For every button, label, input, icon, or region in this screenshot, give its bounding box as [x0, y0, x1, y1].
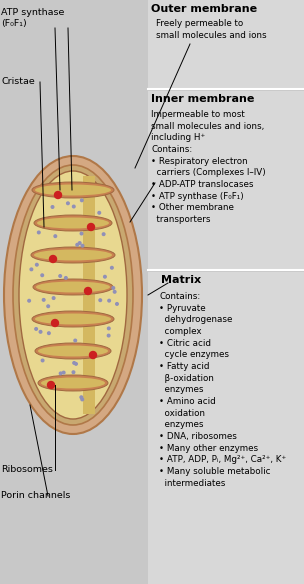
Ellipse shape: [32, 182, 114, 198]
Circle shape: [64, 277, 67, 279]
Circle shape: [47, 305, 50, 308]
Circle shape: [107, 334, 110, 337]
Ellipse shape: [41, 377, 105, 388]
Circle shape: [98, 211, 101, 214]
Circle shape: [72, 205, 75, 208]
Circle shape: [75, 363, 77, 365]
Circle shape: [52, 297, 55, 300]
Circle shape: [62, 371, 65, 374]
Ellipse shape: [34, 249, 112, 260]
Ellipse shape: [35, 343, 111, 359]
Circle shape: [116, 303, 118, 305]
Text: Cristae: Cristae: [1, 78, 35, 86]
Circle shape: [85, 287, 92, 294]
Ellipse shape: [33, 279, 113, 295]
Circle shape: [99, 299, 102, 301]
Circle shape: [41, 274, 43, 277]
Circle shape: [39, 331, 42, 333]
Circle shape: [81, 199, 83, 201]
Circle shape: [81, 398, 84, 401]
Circle shape: [76, 244, 78, 246]
Circle shape: [112, 287, 115, 289]
Circle shape: [74, 339, 77, 342]
Circle shape: [104, 276, 106, 278]
Circle shape: [35, 328, 37, 330]
Circle shape: [37, 231, 40, 234]
Circle shape: [108, 300, 110, 302]
Text: Impermeable to most
small molecules and ions,
including H⁺
Contains:
• Respirato: Impermeable to most small molecules and …: [151, 110, 266, 224]
Circle shape: [47, 381, 54, 388]
Circle shape: [41, 359, 44, 361]
Ellipse shape: [4, 156, 142, 434]
Circle shape: [88, 224, 95, 231]
Ellipse shape: [19, 171, 127, 419]
Circle shape: [59, 372, 62, 375]
Circle shape: [54, 192, 61, 199]
Text: Matrix: Matrix: [161, 275, 201, 285]
FancyBboxPatch shape: [83, 176, 95, 414]
Ellipse shape: [13, 165, 133, 425]
Circle shape: [51, 319, 58, 326]
Circle shape: [111, 266, 113, 269]
Circle shape: [78, 242, 81, 244]
Circle shape: [59, 274, 61, 277]
Text: Ribosomes: Ribosomes: [1, 465, 53, 474]
Circle shape: [102, 233, 105, 235]
Circle shape: [51, 206, 54, 208]
Circle shape: [42, 298, 45, 301]
Circle shape: [48, 332, 50, 335]
Circle shape: [30, 268, 33, 270]
Circle shape: [80, 232, 83, 235]
Circle shape: [28, 300, 30, 302]
Ellipse shape: [35, 185, 111, 196]
Circle shape: [89, 352, 96, 359]
Circle shape: [81, 245, 84, 247]
Text: Outer membrane: Outer membrane: [151, 4, 257, 14]
Circle shape: [36, 263, 38, 266]
Text: Freely permeable to
small molecules and ions: Freely permeable to small molecules and …: [156, 19, 267, 40]
Circle shape: [80, 396, 83, 398]
Ellipse shape: [38, 375, 108, 391]
Ellipse shape: [31, 247, 115, 263]
Ellipse shape: [37, 217, 109, 228]
Circle shape: [72, 371, 75, 374]
FancyBboxPatch shape: [148, 272, 304, 584]
Circle shape: [67, 202, 69, 204]
Circle shape: [73, 361, 75, 364]
Circle shape: [50, 256, 57, 262]
Text: Contains:
• Pyruvate
  dehydrogenase
  complex
• Citric acid
  cycle enzymes
• F: Contains: • Pyruvate dehydrogenase compl…: [159, 292, 286, 488]
Ellipse shape: [35, 314, 111, 325]
FancyBboxPatch shape: [148, 91, 304, 269]
Circle shape: [54, 235, 57, 238]
Circle shape: [108, 327, 110, 330]
Ellipse shape: [34, 215, 112, 231]
Ellipse shape: [32, 311, 114, 327]
FancyBboxPatch shape: [148, 0, 304, 88]
Ellipse shape: [38, 346, 108, 356]
Text: Inner membrane: Inner membrane: [151, 94, 254, 104]
Ellipse shape: [36, 281, 110, 293]
Text: ATP synthase
(F₀F₁): ATP synthase (F₀F₁): [1, 8, 64, 29]
Text: Porin channels: Porin channels: [1, 492, 70, 500]
Circle shape: [113, 290, 116, 293]
